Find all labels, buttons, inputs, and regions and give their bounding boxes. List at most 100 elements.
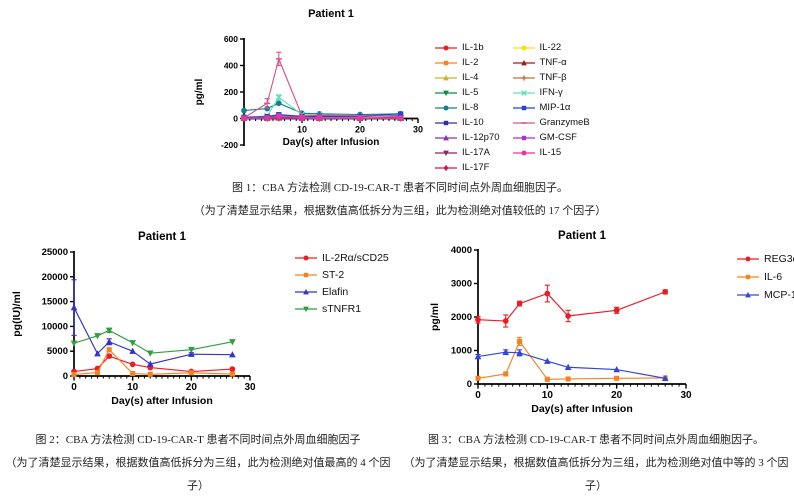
svg-text:30: 30: [680, 390, 692, 401]
triangle-up-marker-icon: [435, 134, 457, 140]
square-marker-icon: [435, 120, 457, 125]
svg-text:25000: 25000: [42, 247, 68, 258]
svg-text:10: 10: [297, 125, 307, 135]
figure2-caption-line1: 图 2：CBA 方法检测 CD-19-CAR-T 患者不同时间点外周血细胞因子: [35, 434, 361, 446]
circle-marker-icon: [435, 45, 457, 50]
figure2-panel: 0 5000 10000 15000 20000 25000 0 10 20 30 Patient …: [2, 226, 389, 417]
svg-text:15000: 15000: [42, 297, 68, 308]
figure2-chart: 0 5000 10000 15000 20000 25000 0 10 20 30 Patient …: [2, 226, 272, 417]
legend-label: IL-2: [462, 57, 479, 68]
legend-item-il-1b: IL-1b: [434, 40, 500, 55]
legend-label: IL-4: [462, 72, 479, 83]
figure1-legend: IL-1b IL-2 IL-4 IL-5 IL-8 IL-10 IL-12p70 IL-17A…: [434, 40, 590, 175]
svg-text:10: 10: [542, 390, 554, 401]
legend-item-il-5: IL-5: [434, 85, 500, 100]
svg-text:pg(IU)/ml: pg(IU)/ml: [11, 291, 23, 337]
svg-text:Day(s) after Infusion: Day(s) after Infusion: [111, 395, 213, 407]
svg-text:400: 400: [224, 61, 238, 71]
legend-label: IL-6: [764, 271, 783, 283]
svg-text:1000: 1000: [451, 346, 472, 357]
legend-label: ST-2: [322, 269, 345, 281]
legend-item-ifn-: IFN-γ: [512, 85, 590, 100]
legend-item-tnf-: TNF-α: [512, 55, 590, 70]
plus-marker-icon: [512, 74, 535, 81]
legend-label: IFN-γ: [539, 87, 563, 98]
legend-item-reg3-: REG3α: [736, 253, 794, 265]
legend-item-elafin: Elafin: [294, 286, 389, 298]
triangle-up-marker-icon: [435, 74, 457, 80]
legend-item-il-2r-scd25: IL-2Rα/sCD25: [294, 252, 389, 264]
svg-text:Day(s) after Infusion: Day(s) after Infusion: [283, 137, 380, 148]
svg-text:10000: 10000: [42, 321, 68, 332]
svg-text:Patient 1: Patient 1: [138, 231, 187, 243]
circle-marker-icon: [295, 255, 317, 261]
triangle-down-marker-icon: [295, 306, 317, 313]
circle-marker-icon: [737, 256, 759, 262]
legend-item-il-2: IL-2: [434, 55, 500, 70]
legend-label: IL-2Rα/sCD25: [322, 252, 389, 264]
figure2-caption: 图 2：CBA 方法检测 CD-19-CAR-T 患者不同时间点外周血细胞因子 …: [0, 429, 396, 498]
svg-text:5000: 5000: [47, 346, 68, 357]
legend-label: MIP-1α: [539, 102, 571, 113]
legend-item-gm-csf: GM-CSF: [512, 130, 590, 145]
diamond-marker-icon: [435, 164, 457, 171]
chart-svg-2: 0 5000 10000 15000 20000 25000 0 10 20 30 Patient …: [11, 231, 256, 407]
triangle-up-marker-icon: [737, 291, 759, 298]
circle-marker-icon: [512, 45, 535, 50]
svg-text:20: 20: [186, 382, 198, 393]
legend-label: GranzymeB: [539, 117, 590, 128]
legend-label: IL-17F: [462, 162, 490, 173]
figure2-caption-line2: （为了清楚显示结果，根据数值高低拆分为三组，此为检测绝对值最高的 4 个因子）: [5, 457, 391, 492]
legend-item-il-17a: IL-17A: [434, 145, 500, 160]
legend-item-il-17f: IL-17F: [434, 160, 500, 175]
svg-text:Day(s) after Infusion: Day(s) after Infusion: [531, 403, 633, 415]
circle-marker-icon: [512, 150, 535, 155]
legend-item-il-15: IL-15: [512, 145, 590, 160]
legend-label: IL-22: [539, 42, 562, 53]
legend-label: TNF-α: [539, 57, 567, 68]
legend-item-il-4: IL-4: [434, 70, 500, 85]
svg-text:0: 0: [233, 114, 238, 124]
svg-text:0: 0: [71, 382, 77, 393]
legend-label: TNF-β: [539, 72, 567, 83]
triangle-up-marker-icon: [295, 288, 317, 295]
legend-label: IL-15: [539, 147, 562, 158]
legend-item-mip-1-: MIP-1α: [512, 100, 590, 115]
svg-text:3000: 3000: [451, 279, 472, 290]
legend-label: sTNFR1: [322, 303, 362, 315]
legend-label: IL-10: [462, 117, 484, 128]
svg-text:-200: -200: [221, 140, 238, 150]
figure1-panel: -200 0 200 400 600 10 20 30 Patient 1 pg/ml Day(s)…: [178, 2, 590, 179]
svg-text:4000: 4000: [451, 245, 472, 256]
square-marker-icon: [737, 274, 759, 280]
legend-item-il-12p70: IL-12p70: [434, 130, 500, 145]
svg-text:20: 20: [355, 125, 365, 135]
svg-text:0: 0: [475, 390, 481, 401]
svg-text:2000: 2000: [451, 312, 472, 323]
figure1-caption: 图 1：CBA 方法检测 CD-19-CAR-T 患者不同时间点外周血细胞因子。…: [100, 177, 700, 223]
chart-svg-3: 0 1000 2000 3000 4000 0 10 20 30 Patient 1 pg/ml Da…: [429, 230, 692, 415]
legend-item-mcp-1: MCP-1: [736, 289, 794, 301]
triangle-up-marker-icon: [512, 59, 535, 65]
figure1-caption-line1: 图 1：CBA 方法检测 CD-19-CAR-T 患者不同时间点外周血细胞因子。: [232, 182, 568, 194]
x-marker-icon: [512, 89, 535, 96]
legend-label: MCP-1: [764, 289, 794, 301]
square-marker-icon: [512, 135, 535, 140]
svg-text:20000: 20000: [42, 272, 68, 283]
svg-text:20: 20: [611, 390, 623, 401]
svg-text:200: 200: [224, 87, 238, 97]
figure3-chart: 0 1000 2000 3000 4000 0 10 20 30 Patient 1 pg/ml Da…: [424, 226, 724, 423]
figure3-caption: 图 3：CBA 方法检测 CD-19-CAR-T 患者不同时间点外周血细胞因子。…: [398, 429, 794, 498]
legend-label: REG3α: [764, 253, 794, 265]
figure3-caption-line1: 图 3：CBA 方法检测 CD-19-CAR-T 患者不同时间点外周血细胞因子。: [428, 434, 764, 446]
square-marker-icon: [512, 105, 535, 110]
svg-text:pg/ml: pg/ml: [194, 78, 205, 105]
svg-text:pg/ml: pg/ml: [429, 303, 441, 331]
svg-text:0: 0: [467, 379, 472, 390]
svg-text:30: 30: [413, 125, 423, 135]
legend-label: IL-8: [462, 102, 479, 113]
figure3-panel: 0 1000 2000 3000 4000 0 10 20 30 Patient 1 pg/ml Da…: [424, 226, 794, 423]
chart-svg-1: -200 0 200 400 600 10 20 30 Patient 1 pg/ml Day(s)…: [194, 8, 423, 150]
legend-label: IL-12p70: [462, 132, 500, 143]
legend-item-il-6: IL-6: [736, 271, 794, 283]
